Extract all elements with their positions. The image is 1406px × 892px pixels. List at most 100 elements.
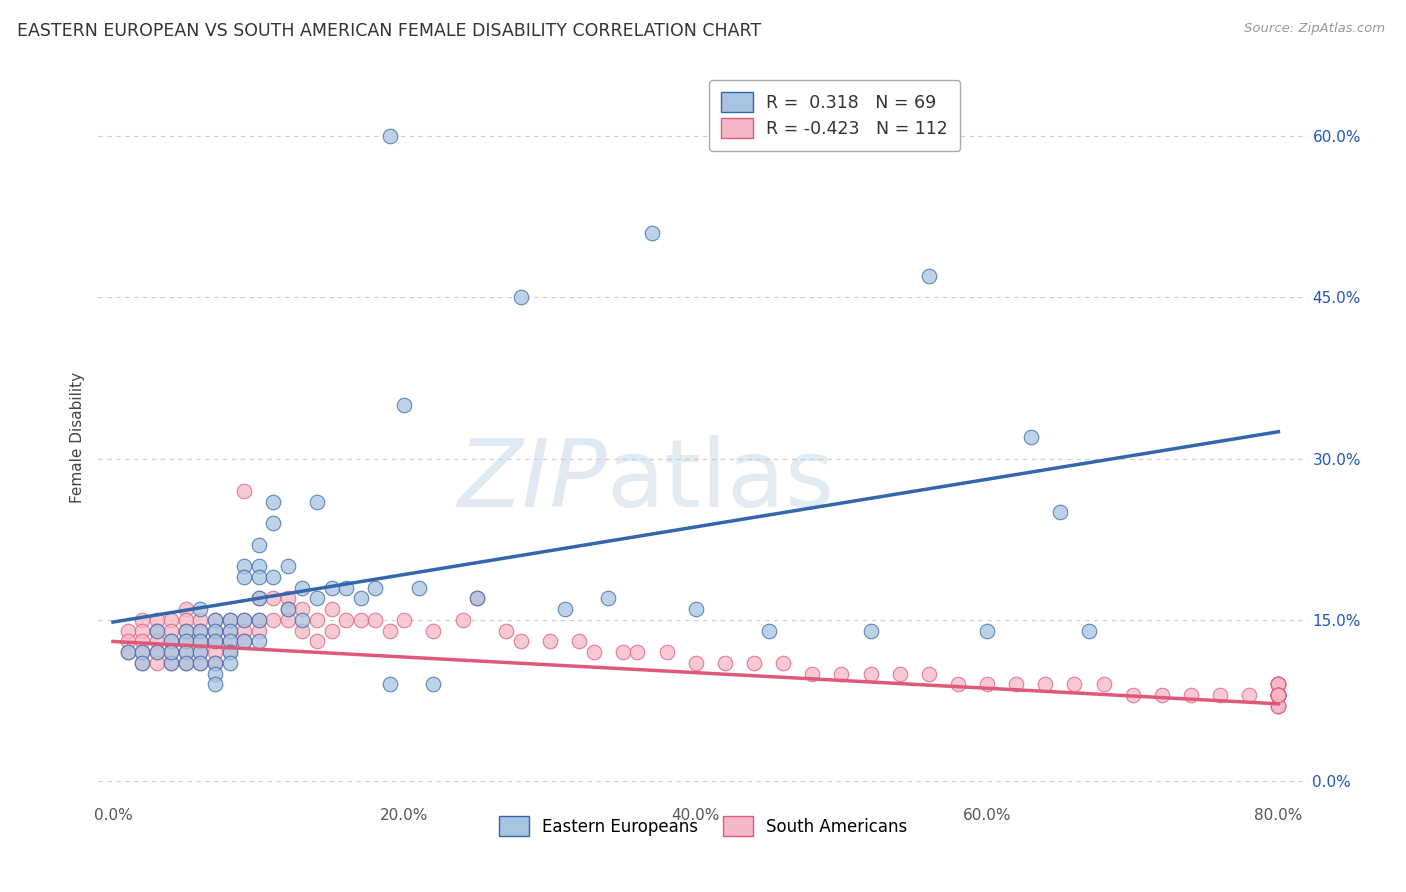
Point — [1267, 698, 1289, 713]
Point — [174, 634, 197, 648]
Point — [233, 483, 256, 498]
Point — [538, 634, 561, 648]
Point — [568, 634, 591, 648]
Point — [1239, 688, 1261, 702]
Point — [277, 602, 299, 616]
Point — [247, 591, 270, 606]
Point — [160, 634, 183, 648]
Point — [262, 570, 284, 584]
Point — [291, 602, 314, 616]
Point — [204, 656, 226, 670]
Point — [233, 559, 256, 574]
Point — [1267, 677, 1289, 691]
Point — [190, 634, 212, 648]
Point — [1267, 688, 1289, 702]
Point — [160, 656, 183, 670]
Point — [204, 613, 226, 627]
Point — [174, 656, 197, 670]
Point — [233, 634, 256, 648]
Point — [262, 516, 284, 530]
Point — [247, 559, 270, 574]
Point — [495, 624, 517, 638]
Point — [509, 634, 531, 648]
Point — [859, 666, 882, 681]
Point — [1150, 688, 1173, 702]
Point — [247, 613, 270, 627]
Point — [174, 656, 197, 670]
Text: ZIP: ZIP — [457, 435, 606, 526]
Point — [247, 624, 270, 638]
Point — [190, 656, 212, 670]
Point — [1078, 624, 1101, 638]
Point — [305, 591, 328, 606]
Point — [145, 624, 167, 638]
Point — [685, 602, 707, 616]
Point — [1267, 677, 1289, 691]
Point — [190, 634, 212, 648]
Point — [145, 613, 167, 627]
Point — [174, 634, 197, 648]
Point — [247, 591, 270, 606]
Point — [131, 624, 153, 638]
Point — [451, 613, 474, 627]
Point — [976, 624, 998, 638]
Point — [465, 591, 488, 606]
Point — [1033, 677, 1056, 691]
Point — [321, 624, 343, 638]
Point — [378, 624, 401, 638]
Point — [1049, 505, 1071, 519]
Point — [321, 602, 343, 616]
Point — [262, 591, 284, 606]
Point — [145, 645, 167, 659]
Point — [918, 666, 941, 681]
Point — [190, 624, 212, 638]
Point — [1267, 698, 1289, 713]
Point — [145, 624, 167, 638]
Point — [204, 624, 226, 638]
Point — [247, 538, 270, 552]
Point — [305, 634, 328, 648]
Point — [394, 398, 416, 412]
Point — [247, 613, 270, 627]
Point — [350, 613, 373, 627]
Text: atlas: atlas — [606, 435, 835, 527]
Point — [714, 656, 737, 670]
Point — [378, 677, 401, 691]
Point — [218, 624, 240, 638]
Point — [160, 645, 183, 659]
Point — [204, 666, 226, 681]
Point — [1267, 688, 1289, 702]
Point — [145, 645, 167, 659]
Point — [160, 624, 183, 638]
Point — [218, 634, 240, 648]
Point — [174, 624, 197, 638]
Point — [204, 613, 226, 627]
Point — [204, 677, 226, 691]
Point — [233, 624, 256, 638]
Point — [233, 570, 256, 584]
Point — [218, 624, 240, 638]
Point — [117, 645, 139, 659]
Point — [626, 645, 648, 659]
Point — [582, 645, 605, 659]
Point — [218, 645, 240, 659]
Point — [685, 656, 707, 670]
Point — [131, 656, 153, 670]
Point — [598, 591, 620, 606]
Point — [277, 591, 299, 606]
Point — [641, 226, 664, 240]
Point — [1267, 677, 1289, 691]
Point — [190, 602, 212, 616]
Point — [1267, 688, 1289, 702]
Point — [465, 591, 488, 606]
Point — [131, 645, 153, 659]
Point — [131, 613, 153, 627]
Point — [247, 634, 270, 648]
Point — [305, 494, 328, 508]
Point — [291, 581, 314, 595]
Point — [335, 581, 357, 595]
Point — [174, 602, 197, 616]
Point — [277, 602, 299, 616]
Point — [1267, 688, 1289, 702]
Point — [772, 656, 794, 670]
